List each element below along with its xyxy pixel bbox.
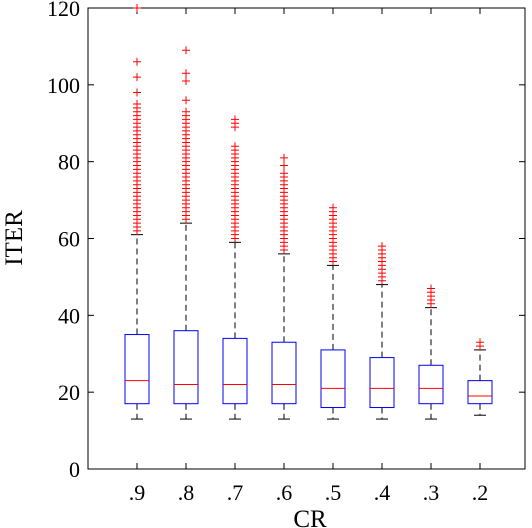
x-tick-label: .5 [325, 480, 342, 505]
outlier-marker [182, 69, 190, 78]
outlier-marker [182, 107, 190, 116]
y-tick-label: 100 [47, 73, 80, 98]
box-group [320, 203, 346, 420]
box [467, 380, 493, 405]
outlier-marker [427, 284, 435, 293]
outlier-marker [133, 88, 141, 97]
outlier-marker [280, 161, 288, 170]
box [369, 357, 395, 409]
y-tick-label: 20 [58, 380, 80, 405]
box-group [173, 46, 199, 420]
box-group [271, 153, 297, 420]
outlier-marker [280, 153, 288, 162]
box-group [418, 284, 444, 420]
y-axis: 0 20 40 60 80 100 120 [47, 0, 525, 482]
box-series [124, 4, 493, 420]
box [320, 349, 346, 409]
x-tick-label: .8 [178, 480, 195, 505]
outlier-marker [133, 100, 141, 109]
box-group [467, 338, 493, 416]
plot-area [87, 7, 526, 470]
outlier-marker [133, 57, 141, 66]
y-tick-label: 60 [58, 227, 80, 252]
outlier-marker [476, 338, 484, 347]
outlier-marker [182, 46, 190, 55]
y-tick-label: 120 [47, 0, 80, 21]
x-tick-label: .2 [472, 480, 489, 505]
outlier-marker [378, 242, 386, 251]
outlier-marker [231, 142, 239, 151]
x-tick-label: .7 [227, 480, 244, 505]
outlier-marker [329, 203, 337, 212]
box-group [369, 242, 395, 420]
x-axis: .9 .8 .7 .6 .5 .4 .3 .2 [129, 8, 489, 505]
y-tick-label: 40 [58, 303, 80, 328]
x-tick-label: .4 [374, 480, 391, 505]
outlier-marker [182, 76, 190, 85]
box [173, 330, 199, 405]
x-tick-label: .9 [129, 480, 146, 505]
y-tick-label: 0 [69, 457, 80, 482]
box [222, 337, 248, 405]
box-group [124, 4, 150, 420]
x-axis-label: CR [293, 506, 327, 528]
outlier-marker [182, 96, 190, 105]
outlier-marker [280, 169, 288, 178]
outlier-marker [231, 115, 239, 124]
outlier-marker [133, 73, 141, 82]
y-axis-label: ITER [1, 210, 28, 266]
box [418, 364, 444, 405]
box-group [222, 115, 248, 420]
x-tick-label: .6 [276, 480, 293, 505]
box [271, 341, 297, 405]
box [124, 334, 150, 405]
outlier-marker [133, 4, 141, 12]
x-tick-label: .3 [423, 480, 440, 505]
y-tick-label: 80 [58, 150, 80, 175]
